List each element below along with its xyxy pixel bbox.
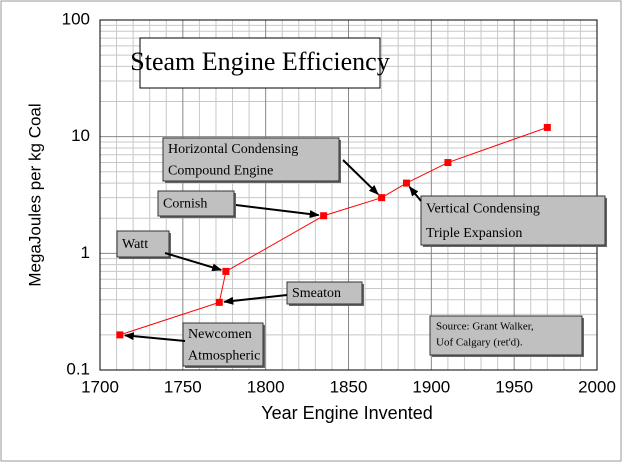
annotation-arrow <box>235 204 320 219</box>
annotations: Newcomen Atmospheric Smeaton Watt Cornish Hor… <box>116 137 607 368</box>
annotation-text: Newcomen <box>188 327 252 342</box>
x-tick-label: 1700 <box>81 377 119 396</box>
annotation-box <box>157 190 235 217</box>
annotation-text: Triple Expansion <box>426 226 522 241</box>
x-tick-label: 1750 <box>164 377 202 396</box>
annotation-text: Watt <box>122 237 148 252</box>
data-point <box>215 298 223 306</box>
annotation-arrow <box>408 186 422 202</box>
annotation-text: Atmospheric <box>188 348 260 363</box>
data-point <box>444 159 452 167</box>
source-text: Source: Grant Walker, <box>436 321 534 333</box>
marks <box>116 123 551 339</box>
annotation-box <box>162 137 340 182</box>
annotation-text: Cornish <box>163 197 207 212</box>
annotation-box <box>182 322 264 367</box>
x-tick-label: 1950 <box>495 377 533 396</box>
y-tick-label: 0.1 <box>66 359 90 378</box>
x-axis-label: Year Engine Invented <box>261 403 432 423</box>
source-text: Uof Calgary (ret'd). <box>436 337 523 349</box>
x-tick-label: 1900 <box>412 377 450 396</box>
annotation-text: Vertical Condensing <box>426 201 540 216</box>
data-point <box>543 123 551 131</box>
y-tick-label: 10 <box>71 126 90 145</box>
plot-border <box>99 19 598 371</box>
title-box <box>139 37 381 89</box>
data-point <box>378 194 386 202</box>
data-point <box>402 179 410 187</box>
annotation-box <box>420 195 606 246</box>
annotation-arrow <box>223 294 288 305</box>
y-axis-label: MegaJoules per kg Coal <box>25 103 44 286</box>
annotation-arrow <box>342 159 379 195</box>
annotation-box <box>286 281 363 305</box>
x-tick-label: 1850 <box>330 377 368 396</box>
annotation-arrow <box>123 332 186 342</box>
series-line <box>119 126 548 336</box>
annotation-box <box>116 230 170 258</box>
data-point <box>222 267 230 275</box>
annotation-text: Smeaton <box>292 286 341 301</box>
source-box <box>429 315 583 356</box>
data-point <box>320 212 328 220</box>
x-tick-label: 2000 <box>578 377 616 396</box>
x-tick-label: 1800 <box>247 377 285 396</box>
data-point <box>116 331 124 339</box>
annotation-text: Compound Engine <box>168 163 273 178</box>
y-tick-label: 1 <box>81 243 90 262</box>
chart-title: Steam Engine Efficiency <box>130 47 389 76</box>
y-tick-label: 100 <box>62 9 90 28</box>
annotation-arrow <box>164 252 223 272</box>
annotation-text: Horizontal Condensing <box>168 142 298 157</box>
